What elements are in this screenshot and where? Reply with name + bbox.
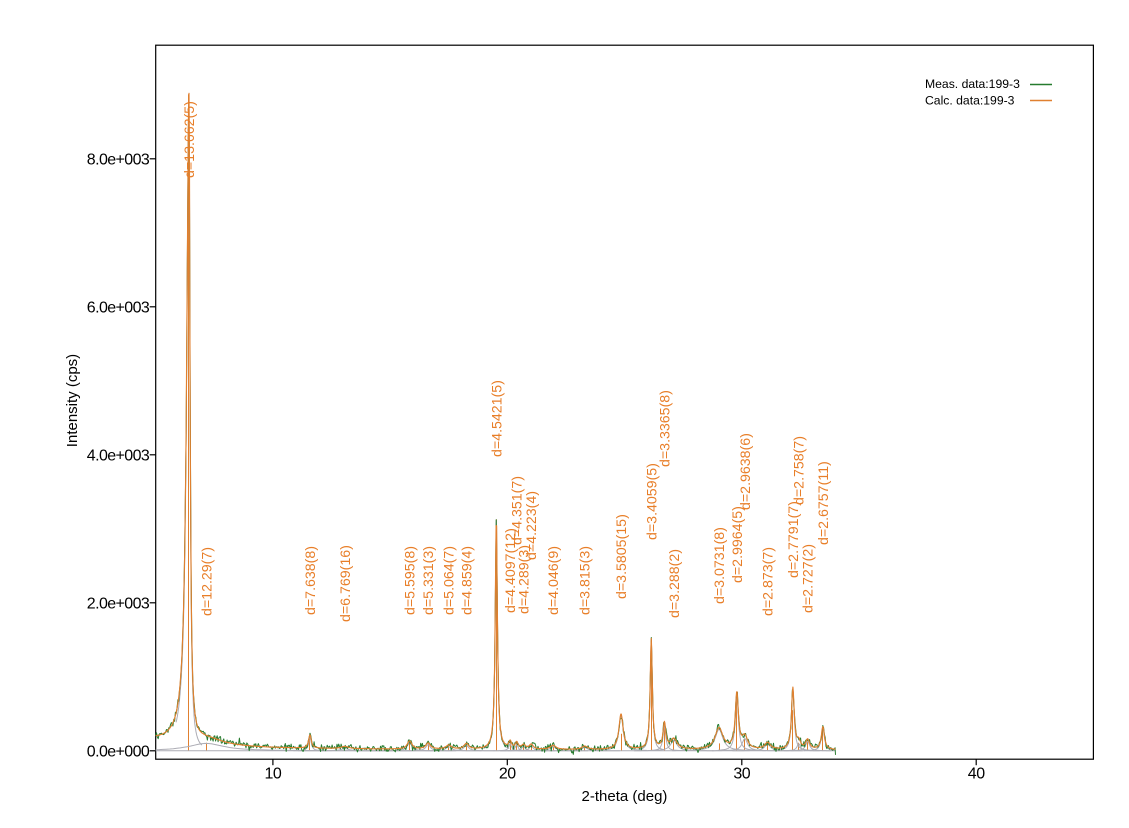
svg-text:d=3.4059(5): d=3.4059(5)	[644, 463, 660, 540]
svg-text:Meas. data:199-3: Meas. data:199-3	[925, 77, 1020, 91]
svg-text:d=3.815(3): d=3.815(3)	[578, 546, 594, 615]
svg-text:10: 10	[265, 766, 282, 783]
svg-text:d=12.29(7): d=12.29(7)	[199, 547, 215, 616]
svg-text:d=3.3365(8): d=3.3365(8)	[657, 390, 673, 467]
svg-text:d=2.873(7): d=2.873(7)	[761, 547, 777, 616]
svg-text:d=7.638(8): d=7.638(8)	[303, 546, 319, 615]
svg-text:2-theta (deg): 2-theta (deg)	[582, 788, 668, 805]
svg-text:d=13.662(5): d=13.662(5)	[182, 101, 198, 178]
svg-text:d=2.9964(5): d=2.9964(5)	[730, 506, 746, 583]
svg-text:d=4.289(3): d=4.289(3)	[517, 545, 533, 614]
svg-text:4.0e+003: 4.0e+003	[87, 447, 150, 464]
svg-text:d=4.4097(12): d=4.4097(12)	[503, 528, 519, 613]
svg-text:Calc. data:199-3: Calc. data:199-3	[925, 94, 1015, 108]
svg-text:40: 40	[968, 766, 985, 783]
svg-text:d=5.331(3): d=5.331(3)	[421, 546, 437, 615]
svg-text:d=6.769(16): d=6.769(16)	[338, 545, 354, 622]
svg-text:d=2.6757(11): d=2.6757(11)	[816, 461, 832, 545]
svg-text:2.0e+003: 2.0e+003	[87, 595, 150, 612]
svg-text:d=5.064(7): d=5.064(7)	[442, 546, 458, 615]
svg-text:d=2.758(7): d=2.758(7)	[792, 436, 808, 505]
svg-text:d=2.727(2): d=2.727(2)	[801, 544, 817, 613]
svg-text:d=4.859(4): d=4.859(4)	[459, 546, 475, 615]
svg-text:20: 20	[499, 766, 516, 783]
svg-text:6.0e+003: 6.0e+003	[87, 299, 150, 316]
svg-text:d=3.0731(8): d=3.0731(8)	[712, 527, 728, 604]
svg-text:d=4.351(7): d=4.351(7)	[510, 476, 526, 545]
svg-text:d=3.5805(15): d=3.5805(15)	[614, 514, 630, 599]
svg-text:d=5.595(8): d=5.595(8)	[403, 546, 419, 615]
svg-text:0.0e+000: 0.0e+000	[87, 743, 150, 760]
svg-text:8.0e+003: 8.0e+003	[87, 151, 150, 168]
svg-text:d=4.046(9): d=4.046(9)	[546, 546, 562, 615]
svg-text:d=3.288(2): d=3.288(2)	[667, 549, 683, 618]
svg-text:d=4.5421(5): d=4.5421(5)	[489, 380, 505, 457]
svg-text:d=2.9638(6): d=2.9638(6)	[738, 433, 754, 510]
svg-text:d=2.7791(7): d=2.7791(7)	[786, 501, 802, 578]
svg-text:d=4.223(4): d=4.223(4)	[524, 491, 540, 560]
svg-text:Intensity (cps): Intensity (cps)	[64, 354, 81, 447]
svg-text:30: 30	[733, 766, 750, 783]
